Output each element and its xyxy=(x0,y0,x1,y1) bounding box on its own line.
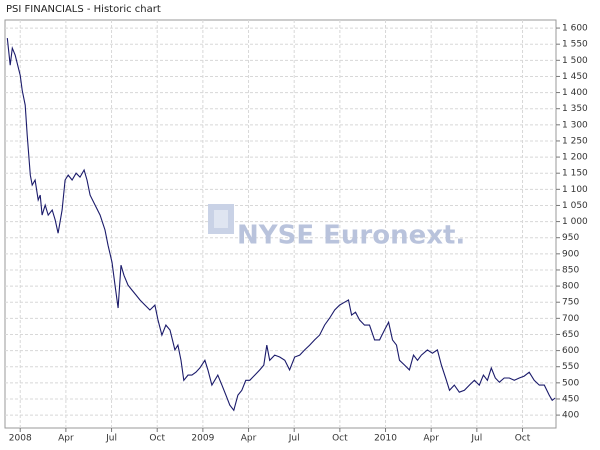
y-tick-label: 800 xyxy=(562,282,579,292)
x-tick-label: Jul xyxy=(470,434,482,444)
x-tick-label: Oct xyxy=(149,434,165,444)
y-tick-label: 1 050 xyxy=(562,201,588,211)
y-tick-label: 1 550 xyxy=(562,40,588,50)
y-tick-label: 900 xyxy=(562,249,579,259)
y-tick-label: 850 xyxy=(562,265,579,275)
y-tick-label: 500 xyxy=(562,378,579,388)
y-tick-label: 1 150 xyxy=(562,169,588,179)
y-tick-label: 1 600 xyxy=(562,24,588,34)
x-tick-label: Apr xyxy=(58,434,74,444)
y-tick-label: 550 xyxy=(562,362,579,372)
x-tick-label: Apr xyxy=(423,434,439,444)
price-line xyxy=(6,38,556,412)
y-tick-label: 1 300 xyxy=(562,120,588,130)
x-tick-label: Jul xyxy=(288,434,300,444)
y-tick-label: 1 400 xyxy=(562,88,588,98)
y-tick-label: 950 xyxy=(562,233,579,243)
x-tick-label: Jul xyxy=(105,434,117,444)
x-tick-label: Oct xyxy=(515,434,531,444)
x-tick-label: Oct xyxy=(332,434,348,444)
x-tick-label: 2008 xyxy=(9,434,32,444)
y-tick-label: 700 xyxy=(562,314,579,324)
x-tick-label: Apr xyxy=(241,434,257,444)
y-tick-label: 600 xyxy=(562,346,579,356)
x-tick-label: 2010 xyxy=(374,434,397,444)
watermark: NYSE Euronext. xyxy=(208,204,465,251)
y-tick-label: 400 xyxy=(562,411,579,421)
logo xyxy=(214,210,228,228)
y-tick-label: 1 200 xyxy=(562,153,588,163)
watermark-text: NYSE Euronext. xyxy=(237,221,465,251)
y-tick-label: 1 100 xyxy=(562,185,588,195)
y-tick-label: 1 450 xyxy=(562,72,588,82)
y-tick-label: 1 350 xyxy=(562,104,588,114)
y-tick-label: 650 xyxy=(562,330,579,340)
plot-area xyxy=(4,19,557,429)
y-tick-label: 450 xyxy=(562,394,579,404)
y-tick-label: 750 xyxy=(562,298,579,308)
chart-title: PSI FINANCIALS - Historic chart xyxy=(6,4,161,15)
x-tick-label: 2009 xyxy=(191,434,214,444)
y-tick-label: 1 500 xyxy=(562,56,588,66)
y-tick-label: 1 000 xyxy=(562,217,588,227)
y-tick-label: 1 250 xyxy=(562,136,588,146)
